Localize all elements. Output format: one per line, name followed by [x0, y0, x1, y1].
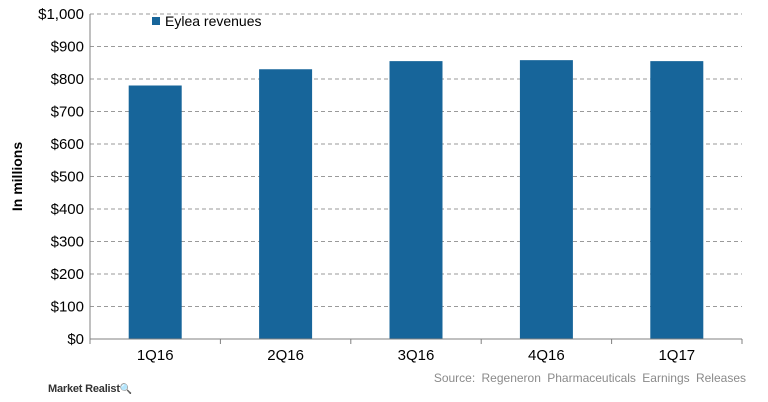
source-note: Source: Regeneron Pharmaceuticals Earnin… — [433, 371, 746, 385]
magnifier-icon: 🔍 — [119, 384, 133, 395]
brand-logo: Market Realist🔍 — [48, 383, 132, 395]
x-tick-label: 1Q16 — [137, 347, 174, 364]
y-tick-label: $800 — [51, 71, 84, 88]
y-tick-label: $1,000 — [38, 6, 84, 23]
y-tick-label: $700 — [51, 104, 84, 121]
y-tick-label: $600 — [51, 136, 84, 153]
legend-swatch — [152, 17, 160, 25]
bar — [389, 61, 443, 339]
y-tick-label: $100 — [51, 299, 84, 316]
x-tick-label: 1Q17 — [658, 347, 695, 364]
bar — [519, 60, 573, 340]
bar — [128, 85, 182, 339]
y-tick-label: $500 — [51, 169, 84, 186]
bar — [650, 61, 704, 339]
y-tick-label: $400 — [51, 201, 84, 218]
y-tick-label: $300 — [51, 234, 84, 251]
bar — [259, 69, 313, 339]
legend: Eylea revenues — [152, 13, 262, 29]
y-tick-label: $900 — [51, 39, 84, 56]
bars — [128, 60, 704, 340]
x-tick-labels: 1Q16 2Q16 3Q16 4Q16 1Q17 — [137, 347, 695, 364]
x-tick-label: 2Q16 — [267, 347, 304, 364]
x-tick-label: 3Q16 — [398, 347, 435, 364]
y-tick-label: $0 — [67, 331, 84, 348]
brand-name: Market Realist — [48, 383, 120, 395]
x-tick-label: 4Q16 — [528, 347, 565, 364]
y-tick-labels: $0 $100 $200 $300 $400 $500 $600 $700 $800 $900 $1… — [38, 6, 84, 348]
y-tick-label: $200 — [51, 266, 84, 283]
axes — [89, 14, 743, 344]
y-axis-label: In millions — [9, 142, 25, 211]
legend-label: Eylea revenues — [165, 13, 262, 29]
